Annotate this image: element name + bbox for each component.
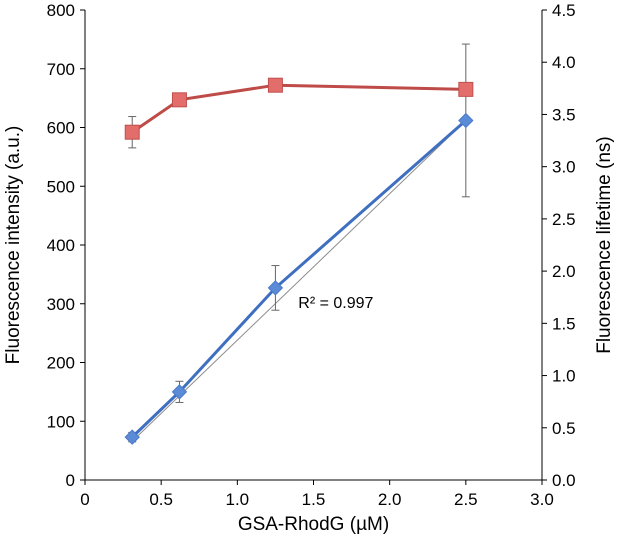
data-point-square [171,92,187,108]
trendline-layer [131,120,467,442]
series-line [131,83,466,134]
data-point-square [124,124,140,140]
y-right-axis-title: Fluorescence lifetime (ns) [594,136,615,354]
x-tick-label: 1.5 [302,490,326,509]
y-left-tick-label: 500 [47,177,75,196]
y-left-tick-label: 300 [47,295,75,314]
y-right-tick-label: 2.5 [552,210,576,229]
x-tick-label: 1.0 [226,490,250,509]
y-right-tick-label: 4.5 [552,1,576,20]
y-right-tick-label: 0.0 [552,471,576,490]
x-tick-label: 3.0 [530,490,554,509]
y-left-tick-label: 600 [47,119,75,138]
x-axis-title: GSA-RhodG (µM) [238,514,389,535]
data-point-diamond [458,112,474,129]
data-point-square [458,81,474,97]
linear-trendline [131,120,467,442]
y-left-tick-label: 0 [66,471,75,490]
y-left-tick-label: 800 [47,1,75,20]
y-right-tick-label: 3.5 [552,105,576,124]
y-left-axis-title: Fluorescence intensity (a.u.) [3,126,24,365]
series-line [131,119,467,439]
series-diamond [124,43,474,445]
data-point-square [267,77,283,93]
r-squared-annotation: R² = 0.997 [298,295,373,312]
y-left-tick-label: 400 [47,236,75,255]
y-right-tick-label: 0.5 [552,419,576,438]
data-point-diamond [267,280,284,296]
data-point-diamond [171,384,188,400]
y-left-tick-label: 200 [47,354,75,373]
x-tick-label: 2.0 [378,490,402,509]
series-layer [124,43,474,445]
y-right-tick-label: 3.0 [552,158,576,177]
y-right-tick-label: 1.5 [552,314,576,333]
x-tick-label: 0.5 [149,490,173,509]
y-left-tick-label: 700 [47,60,75,79]
y-right-tick-label: 1.0 [552,367,576,386]
y-left-tick-label: 100 [47,412,75,431]
data-point-diamond [124,429,140,445]
y-right-tick-label: 2.0 [552,262,576,281]
series-square [124,77,474,149]
y-right-tick-label: 4.0 [552,53,576,72]
x-tick-label: 0 [80,490,89,509]
x-tick-label: 2.5 [454,490,478,509]
axes: 0 0.5 1.0 1.5 2.0 2.5 3.0 0 100 200 300 400 500 600 70… [47,1,576,509]
